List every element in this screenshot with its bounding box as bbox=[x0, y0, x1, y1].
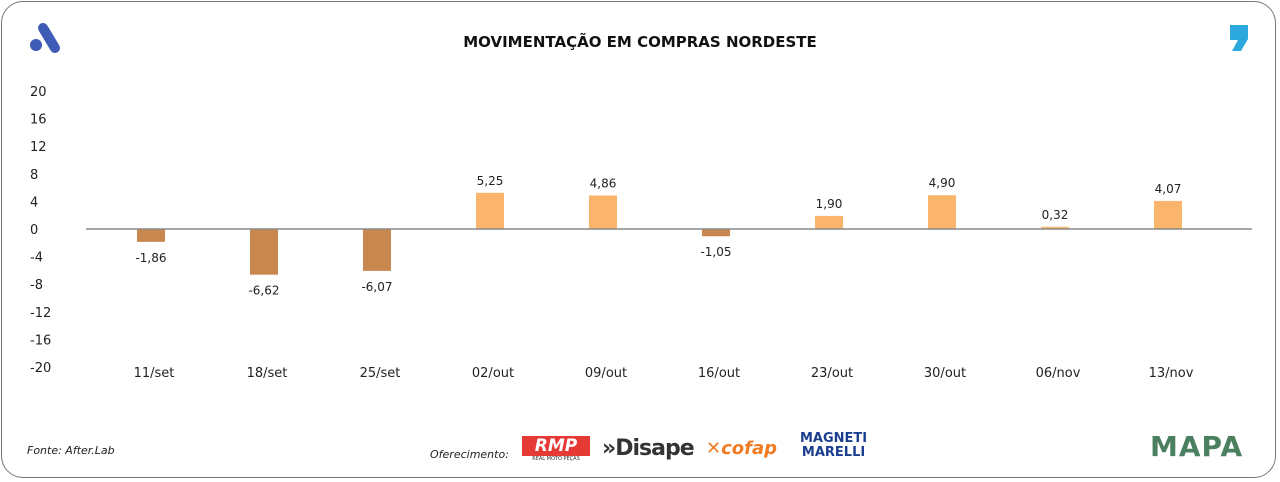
rmp-logo: RMP REAL MOTO PEÇAS bbox=[522, 436, 590, 462]
y-tick-label: -16 bbox=[30, 333, 51, 348]
x-tick-label: 11/set bbox=[134, 366, 175, 381]
x-tick-label: 16/out bbox=[698, 366, 740, 381]
brand-a-logo bbox=[30, 23, 60, 53]
y-tick-label: -12 bbox=[30, 306, 51, 321]
bar-09/out bbox=[589, 195, 617, 229]
data-label: -1,05 bbox=[700, 245, 731, 259]
mapa-logo: MAPA bbox=[1150, 430, 1244, 463]
data-label: -6,62 bbox=[248, 284, 279, 298]
bar-13/nov bbox=[1154, 200, 1182, 229]
y-tick-label: -8 bbox=[30, 278, 43, 293]
data-label: 0,32 bbox=[1042, 208, 1069, 222]
x-tick-label: 23/out bbox=[811, 366, 853, 381]
x-tick-label: 18/set bbox=[247, 366, 288, 381]
data-label: -6,07 bbox=[361, 280, 392, 294]
x-tick-label: 02/out bbox=[472, 366, 514, 381]
disape-logo: »Disape bbox=[602, 436, 695, 461]
y-tick-label: 16 bbox=[30, 113, 47, 128]
x-tick-label: 06/nov bbox=[1036, 366, 1081, 381]
x-tick-label: 30/out bbox=[924, 366, 966, 381]
y-tick-label: -4 bbox=[30, 251, 43, 266]
bar-16/out bbox=[702, 229, 730, 237]
y-tick-label: 4 bbox=[30, 195, 38, 210]
source-note: Fonte: After.Lab bbox=[27, 444, 115, 457]
x-tick-label: 09/out bbox=[585, 366, 627, 381]
bar-23/out bbox=[815, 215, 843, 229]
bar-11/set bbox=[137, 229, 165, 242]
x-tick-label: 13/nov bbox=[1149, 366, 1194, 381]
bar-30/out bbox=[928, 195, 956, 229]
bar-06/nov bbox=[1041, 226, 1069, 229]
data-label: 4,90 bbox=[929, 176, 956, 190]
bar-25/set bbox=[363, 229, 391, 271]
data-label: 4,86 bbox=[590, 176, 617, 190]
x-tick-label: 25/set bbox=[360, 366, 401, 381]
data-label: -1,86 bbox=[135, 251, 166, 265]
y-tick-label: 20 bbox=[30, 85, 47, 100]
bar-02/out bbox=[476, 192, 504, 229]
y-tick-label: -20 bbox=[30, 361, 51, 376]
data-label: 4,07 bbox=[1155, 182, 1182, 196]
offer-label: Oferecimento: bbox=[430, 448, 509, 461]
y-tick-label: 12 bbox=[30, 140, 47, 155]
y-tick-label: 0 bbox=[30, 223, 38, 238]
data-label: 1,90 bbox=[816, 197, 843, 211]
cofap-logo: ✕cofap bbox=[706, 438, 777, 459]
data-label: 5,25 bbox=[477, 174, 504, 188]
y-tick-label: 8 bbox=[30, 168, 38, 183]
magneti-marelli-logo: MAGNETI MARELLI bbox=[800, 431, 868, 460]
comma-logo bbox=[1230, 25, 1248, 51]
chart-title: MOVIMENTAÇÃO EM COMPRAS NORDESTE bbox=[463, 33, 817, 51]
bar-18/set bbox=[250, 229, 278, 275]
